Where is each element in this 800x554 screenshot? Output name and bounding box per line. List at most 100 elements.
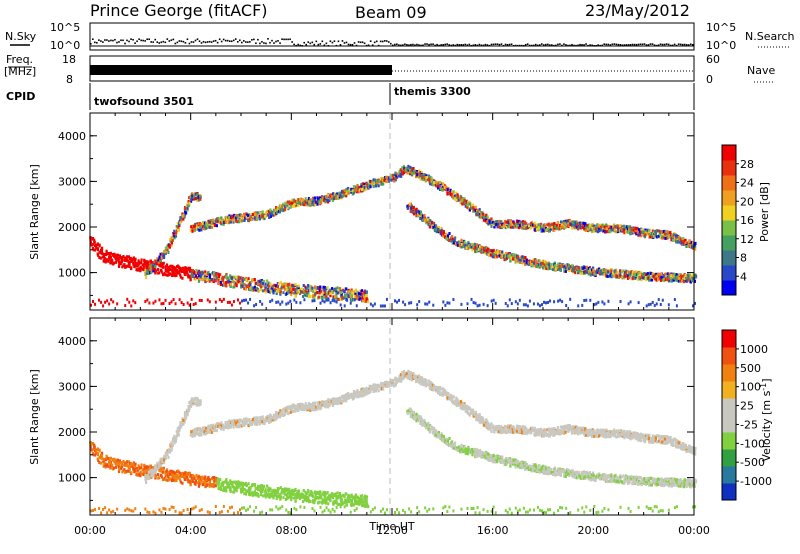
power-cell [667, 235, 670, 239]
power-cell [292, 284, 295, 288]
power-cell [196, 223, 199, 227]
power-cell [160, 302, 163, 306]
power-cell [689, 280, 692, 284]
power-cell [478, 245, 482, 249]
power-cell [409, 165, 412, 169]
power-cell [691, 241, 695, 245]
power-cell [100, 300, 103, 304]
power-cell [495, 251, 498, 255]
power-cell [455, 191, 458, 195]
nsky-dot [635, 43, 638, 46]
power-cell [402, 171, 406, 175]
power-cell [427, 216, 430, 220]
power-cell [482, 215, 485, 219]
power-cell [546, 265, 549, 269]
nsky-dot [236, 41, 239, 43]
velocity-cell [190, 473, 193, 477]
power-cell [377, 184, 380, 188]
power-cell [553, 300, 556, 304]
power-cell [140, 258, 143, 262]
power-cell [229, 284, 232, 288]
power-cell [647, 233, 650, 237]
power-cell [430, 220, 434, 224]
power-cell [420, 212, 423, 216]
power-cell [423, 217, 426, 221]
power-cell [296, 285, 299, 289]
power-cell [613, 274, 616, 278]
velocity-cell [277, 487, 280, 491]
power-cell [463, 198, 466, 202]
nsky-dot [172, 38, 175, 41]
power-cell [589, 270, 592, 274]
velocity-cell [218, 486, 221, 490]
power-cell [278, 288, 281, 292]
velocity-cell [122, 460, 125, 464]
power-cell [338, 191, 341, 195]
power-cell [415, 214, 418, 218]
velocity-cell [285, 493, 288, 497]
power-cell [465, 242, 468, 246]
power-cell [144, 300, 147, 304]
power-cell [615, 225, 618, 229]
power-cell [543, 263, 546, 267]
cpid-panel: CPID twofsound 3501 themis 3300 [6, 83, 695, 110]
power-colorbar-swatch [722, 235, 736, 251]
power-cell [200, 273, 203, 277]
power-cell [416, 214, 420, 218]
power-cell [569, 219, 572, 223]
power-cell [361, 296, 364, 300]
power-cell [233, 285, 236, 289]
power-cell [343, 304, 346, 308]
power-cell [272, 211, 276, 215]
power-cell [311, 290, 315, 294]
velocity-cell [139, 473, 142, 477]
velocity-cell [261, 486, 264, 490]
power-cell [292, 287, 295, 291]
velocity-cell [123, 463, 126, 467]
power-cell [666, 230, 669, 234]
power-cell [179, 267, 182, 271]
power-cell [290, 288, 293, 292]
power-cell [603, 273, 606, 277]
nsky-dot [569, 44, 571, 47]
power-cell [608, 269, 612, 273]
nsky-dot [305, 43, 308, 46]
nsky-dot [540, 43, 543, 45]
power-cell [655, 235, 658, 239]
power-cell [245, 298, 248, 302]
power-cell [294, 282, 297, 286]
power-cell [407, 171, 410, 175]
power-cell [421, 214, 425, 218]
power-cell [352, 185, 356, 189]
power-cell [386, 179, 389, 183]
power-cell [261, 210, 264, 214]
velocity-cell [163, 476, 166, 480]
power-cell [566, 220, 569, 224]
velocity-cell [142, 470, 145, 474]
power-cell [290, 293, 293, 297]
power-cell [611, 273, 614, 277]
nsky-dot [440, 44, 442, 46]
nsky-dot [649, 43, 652, 45]
velocity-cell [128, 462, 132, 466]
velocity-cell [125, 469, 128, 473]
power-cell [152, 264, 155, 268]
power-cell [352, 291, 355, 295]
power-cell [504, 251, 508, 255]
power-cell [218, 298, 221, 302]
power-cell [538, 259, 541, 263]
power-cell [313, 285, 317, 289]
power-cell [267, 213, 270, 217]
power-cell [662, 233, 665, 237]
velocity-cell [125, 464, 128, 468]
power-cell [96, 248, 100, 252]
power-cell [149, 264, 152, 268]
power-cell [299, 301, 302, 305]
power-cell [288, 282, 291, 286]
power-cell [609, 273, 612, 277]
power-cell [415, 207, 418, 211]
nsky-dot [104, 39, 106, 41]
power-cell [412, 208, 415, 212]
velocity-cell [112, 466, 116, 470]
velocity-cell [227, 483, 230, 487]
